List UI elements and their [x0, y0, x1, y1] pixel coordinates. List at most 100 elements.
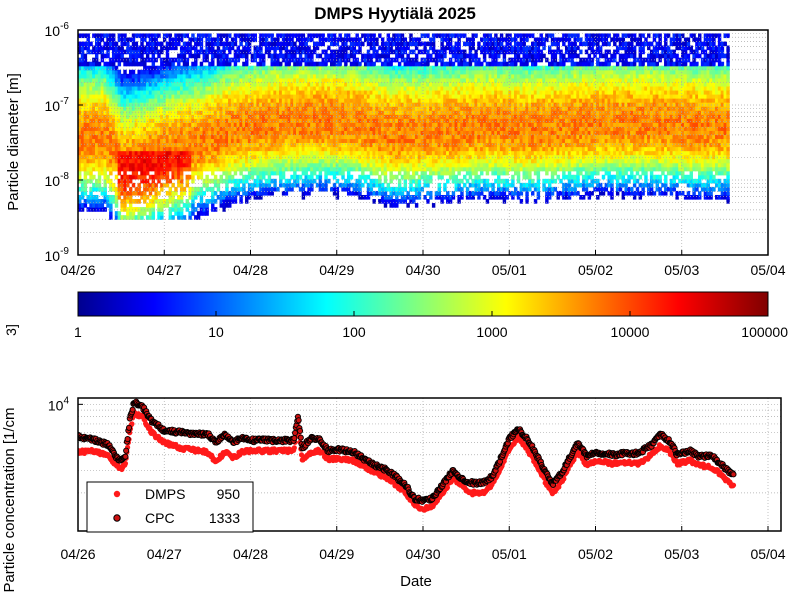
heatmap-cell	[162, 33, 167, 39]
heatmap-cell	[80, 81, 85, 87]
heatmap-cell	[137, 69, 141, 75]
heatmap-cell	[194, 118, 198, 123]
heatmap-cell	[267, 85, 272, 91]
heatmap-cell	[423, 65, 427, 71]
heatmap-cell	[298, 146, 303, 152]
heatmap-cell	[208, 122, 212, 127]
heatmap-cell	[273, 45, 277, 51]
heatmap-cell	[431, 110, 436, 115]
heatmap-cell	[335, 158, 340, 164]
heatmap-cell	[177, 194, 181, 200]
heatmap-cell	[168, 77, 173, 83]
heatmap-cell	[157, 102, 161, 107]
heatmap-cell	[389, 166, 393, 172]
heatmap-cell	[225, 61, 229, 67]
heatmap-cell	[154, 98, 158, 103]
heatmap-cell	[412, 98, 416, 103]
heatmap-cell	[233, 118, 238, 123]
heatmap-cell	[290, 186, 294, 192]
heatmap-cell	[301, 130, 306, 135]
heatmap-cell	[233, 57, 238, 63]
heatmap-cell	[128, 77, 133, 83]
heatmap-cell	[162, 150, 167, 156]
heatmap-cell	[429, 81, 433, 87]
heatmap-cell	[267, 122, 272, 127]
heatmap-cell	[89, 190, 93, 196]
heatmap-cell	[409, 134, 413, 140]
heatmap-cell	[417, 178, 422, 184]
heatmap-cell	[417, 77, 422, 83]
heatmap-cell	[284, 89, 289, 95]
heatmap-cell	[137, 174, 141, 180]
heatmap-cell	[126, 182, 130, 188]
heatmap-cell	[92, 73, 96, 79]
heatmap-cell	[276, 65, 280, 71]
heatmap-cell	[287, 106, 291, 111]
heatmap-cell	[202, 154, 206, 160]
heatmap-cell	[97, 41, 102, 47]
heatmap-cell	[267, 69, 272, 75]
heatmap-cell	[126, 150, 130, 156]
heatmap-cell	[446, 65, 450, 71]
heatmap-cell	[171, 65, 175, 71]
heatmap-cell	[106, 146, 110, 152]
heatmap-cell	[97, 186, 102, 192]
heatmap-cell	[120, 57, 124, 63]
heatmap-cell	[80, 77, 85, 83]
heatmap-cell	[177, 65, 181, 71]
heatmap-cell	[120, 150, 124, 156]
heatmap-cell	[188, 49, 192, 55]
heatmap-cell	[335, 85, 340, 91]
heatmap-cell	[111, 33, 116, 39]
heatmap-cell	[86, 134, 90, 140]
heatmap-cell	[366, 41, 371, 47]
heatmap-cell	[120, 118, 124, 123]
heatmap-cell	[346, 53, 351, 59]
heatmap-cell	[247, 190, 252, 196]
heatmap-cell	[208, 37, 212, 43]
heatmap-cell	[417, 94, 422, 99]
heatmap-cell	[451, 190, 456, 196]
heatmap-cell	[242, 146, 246, 152]
heatmap-cell	[145, 33, 150, 39]
heatmap-cell	[123, 122, 127, 127]
heatmap-cell	[434, 85, 439, 91]
heatmap-cell	[400, 126, 405, 131]
heatmap-cell	[395, 134, 399, 140]
heatmap-cell	[86, 45, 90, 51]
heatmap-cell	[106, 178, 110, 184]
heatmap-cell	[262, 182, 266, 188]
heatmap-cell	[94, 73, 99, 79]
heatmap-cell	[281, 53, 286, 59]
heatmap-cell	[126, 37, 130, 43]
heatmap-cell	[208, 199, 212, 204]
heatmap-cell	[233, 199, 238, 204]
heatmap-cell	[403, 158, 408, 164]
heatmap-cell	[213, 122, 218, 127]
heatmap-cell	[327, 130, 331, 135]
heatmap-cell	[361, 98, 365, 103]
heatmap-cell	[134, 186, 139, 192]
heatmap-cell	[414, 94, 419, 99]
heatmap-cell	[239, 77, 243, 83]
heatmap-cell	[160, 61, 164, 67]
heatmap-cell	[400, 142, 405, 148]
heatmap-cell	[264, 106, 269, 111]
heatmap-cell	[97, 154, 102, 160]
heatmap-cell	[409, 77, 413, 83]
heatmap-cell	[349, 41, 354, 47]
heatmap-cell	[392, 190, 396, 196]
heatmap-cell	[369, 110, 374, 115]
heatmap-cell	[236, 81, 240, 87]
heatmap-cell	[157, 94, 161, 99]
heatmap-cell	[86, 122, 90, 127]
heatmap-cell	[431, 85, 436, 91]
heatmap-cell	[324, 114, 328, 119]
heatmap-cell	[329, 130, 334, 135]
heatmap-cell	[406, 203, 410, 208]
heatmap-cell	[307, 61, 311, 67]
heatmap-cell	[208, 33, 212, 39]
heatmap-cell	[123, 182, 127, 188]
heatmap-cell	[245, 45, 249, 51]
heatmap-cell	[179, 207, 184, 212]
